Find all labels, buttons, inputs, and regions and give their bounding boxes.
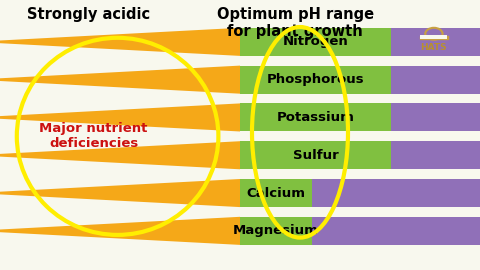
Text: Optimum pH range
for plant growth: Optimum pH range for plant growth: [216, 7, 374, 39]
Bar: [391, 28, 480, 56]
Bar: [420, 36, 448, 39]
Bar: [312, 179, 480, 207]
Polygon shape: [0, 66, 240, 94]
Bar: [240, 103, 391, 131]
Text: Calcium: Calcium: [247, 187, 305, 200]
Text: Phosphorous: Phosphorous: [267, 73, 364, 86]
Text: Magnesium: Magnesium: [233, 224, 319, 237]
Polygon shape: [0, 103, 240, 131]
Polygon shape: [0, 179, 240, 207]
Bar: [391, 141, 480, 169]
Bar: [391, 103, 480, 131]
Bar: [240, 66, 391, 94]
Polygon shape: [0, 141, 240, 169]
Bar: [240, 217, 312, 245]
Bar: [391, 66, 480, 94]
Polygon shape: [0, 217, 240, 245]
Polygon shape: [0, 28, 240, 56]
Text: Major nutrient
deficiencies: Major nutrient deficiencies: [39, 122, 148, 150]
Bar: [240, 179, 312, 207]
Text: Strongly acidic: Strongly acidic: [27, 7, 150, 22]
Text: HATS: HATS: [420, 43, 447, 52]
Bar: [312, 217, 480, 245]
Bar: [240, 141, 391, 169]
Text: Sulfur: Sulfur: [293, 149, 338, 162]
Bar: [420, 35, 447, 39]
Text: Potassium: Potassium: [276, 111, 355, 124]
Text: Nitrogen: Nitrogen: [283, 35, 348, 48]
Bar: [240, 28, 391, 56]
